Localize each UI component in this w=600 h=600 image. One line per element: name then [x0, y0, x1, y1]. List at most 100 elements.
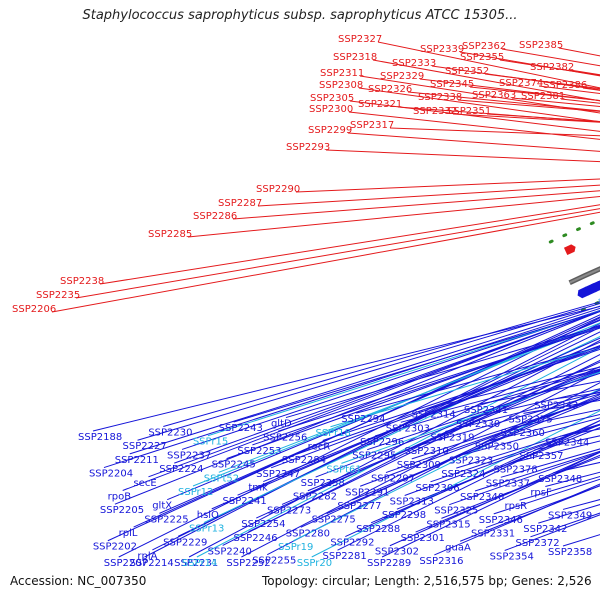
gene-label-inner: SSP2296 — [360, 437, 404, 448]
gene-label-inner: SSPt52 — [204, 473, 239, 484]
outer-leader-line — [407, 91, 600, 112]
outer-leader-line — [389, 127, 600, 137]
gene-label-outer: SSP2352 — [445, 66, 489, 77]
inner-leader-line — [196, 347, 600, 558]
inner-leader-line — [233, 310, 600, 423]
outer-leader-line — [295, 178, 600, 193]
inner-leader-line — [211, 337, 600, 510]
inner-leader-line — [419, 393, 600, 446]
gene-label-inner: SSP2246 — [233, 533, 277, 544]
inner-leader-line — [341, 371, 600, 464]
gene-label-outer: SSP2381 — [521, 91, 565, 102]
gene-label-inner: SSP2358 — [548, 547, 592, 558]
gene-label-inner: SSPt61 — [326, 464, 361, 475]
gene-label-inner: SSP2357 — [519, 451, 563, 462]
label-leader-lines — [51, 41, 600, 558]
gene-label-inner: SSP2225 — [144, 514, 188, 525]
minus-strand-gene — [596, 280, 600, 289]
gene-label-inner: SSP2282 — [293, 492, 337, 503]
gene-label-inner: SSP2237 — [167, 450, 211, 461]
outer-leader-line — [187, 196, 600, 238]
gene-label-inner: SSP2302 — [375, 547, 419, 558]
gene-label-inner: SSP2297 — [371, 474, 415, 485]
genome-summary-text: Topology: circular; Length: 2,516,575 bp… — [262, 574, 592, 588]
gene-label-outer: SSP2355 — [460, 52, 504, 63]
gene-label-outer: SSP2287 — [218, 198, 262, 209]
inner-leader-line — [103, 307, 600, 469]
inner-leader-line — [463, 417, 600, 455]
gene-label-inner: SSP2349 — [548, 510, 592, 521]
gene-label-inner: SSP2372 — [515, 538, 559, 549]
gene-label-inner: SSP2247 — [256, 469, 300, 480]
gene-label-inner: SSP2273 — [267, 505, 311, 516]
gene-label-inner: SSPr18 — [315, 428, 350, 439]
gene-label-outer: SSP2386 — [543, 80, 587, 91]
gene-label-outer: SSP2326 — [368, 84, 412, 95]
gene-label-inner: SSP2309 — [397, 460, 441, 471]
inner-leader-line — [322, 348, 600, 441]
gene-label-inner: SSP2295 — [352, 451, 396, 462]
gene-label-inner: rplA — [137, 551, 157, 562]
inner-leader-line — [330, 346, 600, 428]
gene-label-inner: SSP2298 — [382, 510, 426, 521]
gene-label-outer: SSP2327 — [338, 34, 382, 45]
gene-label-inner: SSPr13 — [189, 524, 224, 535]
gene-label-inner: SSP2188 — [78, 432, 122, 443]
inner-leader-line — [292, 388, 600, 542]
gene-label-inner: SSP2343 — [534, 401, 578, 412]
accession-text: Accession: NC_007350 — [10, 574, 147, 588]
gene-label-outer: SSP2317 — [350, 120, 394, 131]
outer-leader-line — [484, 73, 600, 90]
gene-label-inner: SSP2348 — [538, 474, 582, 485]
gene-label-inner: SSP2289 — [367, 558, 411, 569]
gene-label-inner: SSP2202 — [93, 542, 137, 553]
inner-leader-line — [400, 368, 600, 423]
gene-label-inner: tmk — [248, 483, 268, 494]
gene-label-inner: SSP2315 — [426, 519, 470, 530]
inner-leader-line — [470, 388, 600, 419]
inner-leader-line — [404, 423, 600, 496]
gene-label-outer: SSP2290 — [256, 184, 300, 195]
inner-leader-line — [307, 370, 600, 492]
gene-label-inner: SSP2378 — [494, 465, 538, 476]
gene-label-inner: SSP2313 — [390, 496, 434, 507]
gene-label-outer: SSP2285 — [148, 229, 192, 240]
gene-label-outer: SSP2308 — [319, 80, 363, 91]
gene-label-outer: SSP2363 — [472, 90, 516, 101]
outer-leader-line — [257, 184, 600, 207]
gene-label-inner: rplL — [119, 528, 138, 539]
inner-leader-line — [430, 424, 600, 483]
inner-leader-line — [218, 324, 600, 473]
gene-label-outer: SSP2299 — [308, 125, 352, 136]
gene-label-inner: SSP2207 — [104, 558, 148, 569]
outer-leader-line — [325, 149, 600, 163]
inner-leader-line — [381, 451, 600, 558]
gene-label-inner: SSP2314 — [412, 410, 456, 421]
outer-leader-line — [347, 132, 600, 152]
outer-leader-line — [349, 100, 600, 132]
outer-leader-line — [469, 86, 600, 101]
inner-leader-line — [278, 327, 600, 432]
inner-leader-line — [367, 372, 600, 451]
gene-label-inner: SSP2303 — [386, 423, 430, 434]
gene-label-inner: SSP2280 — [286, 528, 330, 539]
gene-label-inner: SSP2224 — [159, 464, 203, 475]
inner-leader-line — [192, 322, 600, 487]
gene-label-inner: SSP2277 — [337, 501, 381, 512]
gene-label-inner: SSP2230 — [148, 428, 192, 439]
gene-label-outer: SSP2329 — [380, 71, 424, 82]
gene-label-inner: SSP2204 — [89, 469, 133, 480]
gene-label-inner: SSPr19 — [278, 542, 313, 553]
inner-leader-line — [356, 346, 600, 414]
inner-leader-line — [441, 456, 600, 519]
inner-leader-line — [137, 302, 600, 441]
inner-leader-line — [449, 451, 600, 506]
inner-leader-line — [207, 310, 600, 437]
gene-label-inner: secE — [133, 478, 156, 489]
gene-label-inner: SSP2288 — [356, 524, 400, 535]
outer-leader-line — [452, 113, 600, 123]
inner-leader-line — [385, 397, 600, 474]
gene-label-inner: gltX — [152, 501, 172, 512]
gene-label-inner: SSP2331 — [471, 529, 515, 540]
